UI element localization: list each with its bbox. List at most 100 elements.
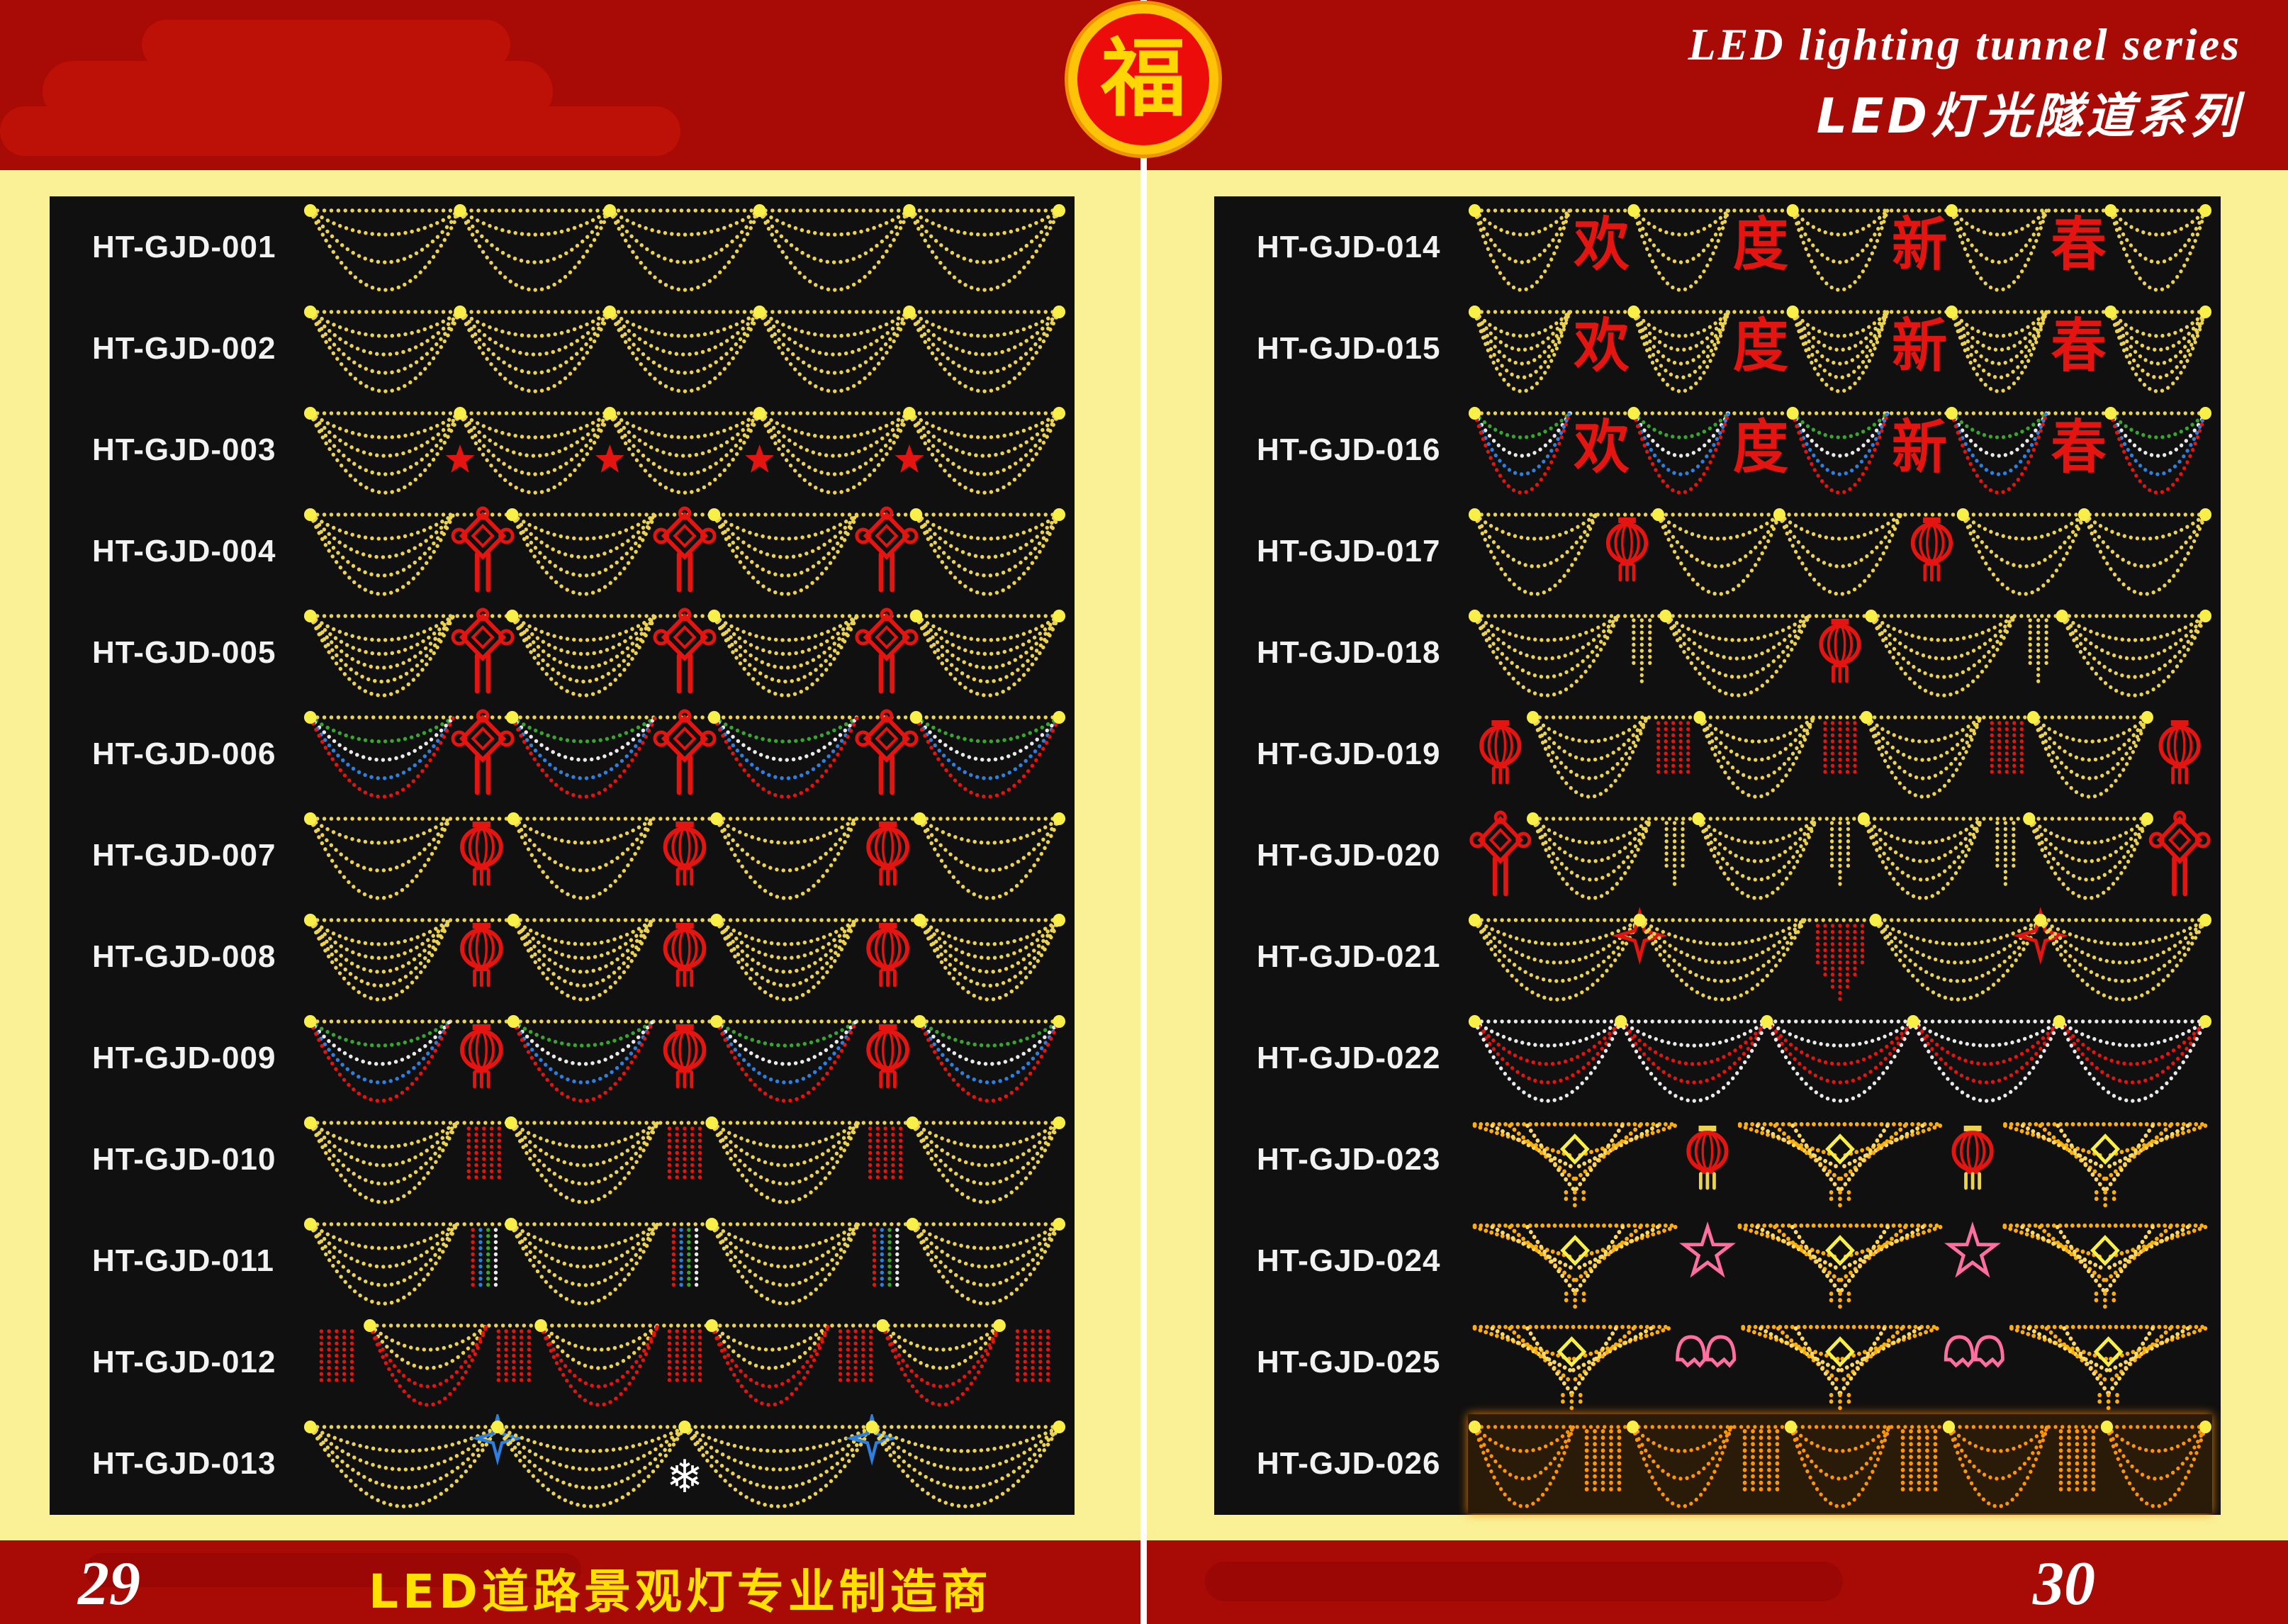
product-code: HT-GJD-002 bbox=[92, 330, 276, 366]
red-tassel-icon bbox=[667, 1126, 702, 1183]
chinese-character: 春 bbox=[2051, 312, 2106, 379]
lantern-icon bbox=[1951, 1126, 1994, 1190]
decorative-blotch bbox=[1205, 1562, 1843, 1601]
title-english: LED lighting tunnel series bbox=[1688, 19, 2241, 69]
product-row: HT-GJD-017 bbox=[1214, 500, 2221, 602]
red-star-icon bbox=[2012, 907, 2069, 965]
garland-graphic bbox=[1468, 1414, 2212, 1514]
product-code: HT-GJD-006 bbox=[92, 736, 276, 771]
red-star-icon bbox=[445, 444, 475, 473]
garland-graphic: ❄ bbox=[303, 1414, 1066, 1508]
garland-graphic bbox=[1472, 1122, 2208, 1210]
red-tassel-icon bbox=[868, 1126, 903, 1183]
yellow-tassel-icon bbox=[1632, 618, 1652, 685]
product-row: HT-GJD-007 bbox=[50, 805, 1075, 906]
product-code: HT-GJD-026 bbox=[1257, 1446, 1441, 1482]
yellow-tassel-icon bbox=[1829, 821, 1851, 887]
red-tassel-icon bbox=[838, 1329, 873, 1387]
red-tassel-icon bbox=[1015, 1329, 1050, 1387]
lantern-icon bbox=[1605, 517, 1649, 582]
product-row: HT-GJD-008 bbox=[50, 907, 1075, 1008]
product-row: HT-GJD-004 bbox=[50, 500, 1075, 602]
product-row: HT-GJD-003 bbox=[50, 399, 1075, 500]
decorative-blotch bbox=[0, 106, 680, 156]
chinese-character: 春 bbox=[2051, 413, 2106, 481]
product-row: HT-GJD-009 bbox=[50, 1008, 1075, 1109]
garland-graphic: 欢度新春 bbox=[1468, 203, 2212, 291]
lantern-icon bbox=[460, 1024, 503, 1089]
orange-fringe-icon bbox=[1742, 1429, 1780, 1494]
chinese-knot-icon bbox=[451, 709, 515, 795]
product-code: HT-GJD-010 bbox=[92, 1142, 276, 1177]
garland-graphic bbox=[303, 406, 1066, 495]
product-row: HT-GJD-020 bbox=[1214, 805, 2221, 906]
chinese-character: 度 bbox=[1733, 211, 1788, 278]
product-code: HT-GJD-009 bbox=[92, 1041, 276, 1076]
chinese-character: 度 bbox=[1733, 413, 1788, 481]
red-fringe-icon bbox=[1815, 924, 1865, 1002]
garland-graphic: 欢度新春 bbox=[1468, 305, 2212, 393]
product-code: HT-GJD-024 bbox=[1257, 1243, 1441, 1279]
red-tassel-icon bbox=[466, 1126, 502, 1183]
product-code: HT-GJD-023 bbox=[1257, 1142, 1441, 1177]
product-code: HT-GJD-012 bbox=[92, 1345, 276, 1380]
yellow-tassel-icon bbox=[1664, 821, 1685, 887]
product-code: HT-GJD-019 bbox=[1257, 736, 1441, 771]
red-star-icon bbox=[895, 444, 924, 473]
lantern-icon bbox=[2158, 719, 2201, 785]
garland-graphic bbox=[303, 812, 1066, 900]
garland-graphic bbox=[1469, 810, 2211, 900]
yellow-tassel-icon bbox=[1995, 821, 2016, 887]
product-code: HT-GJD-015 bbox=[1257, 330, 1441, 366]
product-row: HT-GJD-002 bbox=[50, 298, 1075, 399]
garland-graphic bbox=[303, 1218, 1066, 1306]
product-code: HT-GJD-003 bbox=[92, 432, 276, 467]
product-row: HT-GJD-011 bbox=[50, 1211, 1075, 1312]
red-tassel-icon bbox=[667, 1329, 702, 1387]
garland-graphic bbox=[1468, 1015, 2212, 1103]
right-panel: HT-GJD-014 欢度新春 HT-GJD-015 欢度新春 HT-GJD-016 欢度… bbox=[1214, 196, 2221, 1515]
chinese-character: 新 bbox=[1892, 211, 1947, 278]
lantern-icon bbox=[866, 1024, 909, 1089]
product-code: HT-GJD-014 bbox=[1257, 229, 1441, 264]
chinese-knot-icon bbox=[855, 506, 919, 593]
chinese-knot-icon bbox=[451, 607, 515, 694]
product-row: HT-GJD-010 bbox=[50, 1109, 1075, 1211]
product-code: HT-GJD-022 bbox=[1257, 1041, 1441, 1076]
product-row: HT-GJD-014 欢 度 新 春 bbox=[1214, 196, 2221, 298]
lantern-icon bbox=[663, 923, 707, 987]
product-row: HT-GJD-016 欢 度 新 春 bbox=[1214, 399, 2221, 500]
orange-fringe-icon bbox=[1900, 1429, 1938, 1494]
garland-graphic bbox=[303, 709, 1066, 799]
product-row: HT-GJD-012 bbox=[50, 1312, 1075, 1413]
garland-graphic bbox=[303, 1116, 1066, 1204]
chinese-character: 春 bbox=[2051, 211, 2106, 278]
product-code: HT-GJD-005 bbox=[92, 634, 276, 670]
lantern-icon bbox=[460, 923, 503, 987]
lantern-icon bbox=[866, 923, 909, 987]
chinese-character: 欢 bbox=[1573, 413, 1630, 481]
red-tassel-icon bbox=[1656, 721, 1690, 778]
decorative-blotch bbox=[85, 1553, 581, 1587]
chinese-knot-icon bbox=[451, 506, 515, 593]
multicolor-tassel-icon bbox=[471, 1228, 498, 1288]
lantern-icon bbox=[1910, 517, 1953, 582]
bells-icon bbox=[1944, 1335, 2004, 1369]
chinese-character: 度 bbox=[1733, 312, 1788, 379]
page-number-left: 29 bbox=[78, 1550, 140, 1618]
title-chinese: LED灯光隧道系列 bbox=[1816, 89, 2241, 145]
garland-graphic bbox=[303, 914, 1066, 1002]
product-code: HT-GJD-016 bbox=[1257, 432, 1441, 467]
garland-graphic: 欢度新春 bbox=[1468, 406, 2212, 495]
product-row: HT-GJD-001 bbox=[50, 196, 1075, 298]
product-row: HT-GJD-026 bbox=[1214, 1413, 2221, 1515]
product-row: HT-GJD-005 bbox=[50, 602, 1075, 703]
chinese-knot-icon bbox=[653, 607, 717, 694]
lantern-icon bbox=[460, 822, 503, 886]
garland-graphic bbox=[1472, 1221, 2208, 1311]
yellow-tassel-icon bbox=[2028, 618, 2048, 685]
product-code: HT-GJD-018 bbox=[1257, 634, 1441, 670]
garland-graphic bbox=[303, 203, 1066, 292]
red-tassel-icon bbox=[1823, 721, 1857, 778]
lantern-icon bbox=[1819, 618, 1861, 683]
